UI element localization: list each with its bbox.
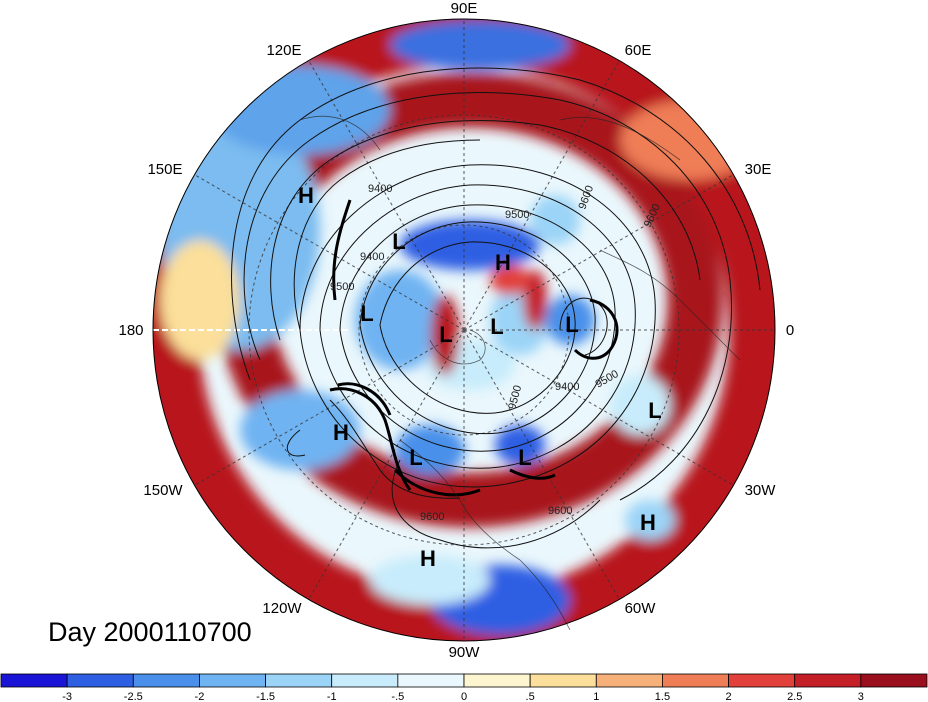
- low-pressure-marker: L: [439, 322, 452, 347]
- low-pressure-marker: L: [648, 398, 661, 423]
- contour-label: 9500: [505, 209, 529, 221]
- colorbar-box: [794, 673, 862, 688]
- colorbar-tick-label: -2: [195, 691, 205, 702]
- contour-label: 9600: [420, 511, 444, 523]
- colorbar-tick-label: 2: [726, 691, 732, 702]
- lon-label-150e: 150E: [147, 161, 182, 178]
- colorbar-box: [132, 673, 200, 688]
- colorbar-tick-label: -.5: [391, 691, 404, 702]
- colorbar-tick-label: 2.5: [787, 691, 802, 702]
- jet-contours-bold: [329, 199, 619, 497]
- contour-label: 9400: [360, 251, 384, 263]
- lon-label-120e: 120E: [266, 42, 301, 59]
- contour-label: 9500: [330, 281, 354, 293]
- low-pressure-marker: L: [392, 229, 405, 254]
- colorbar-box: [529, 673, 597, 688]
- lon-label-60w: 60W: [625, 600, 657, 617]
- date-label: Day 2000110700: [48, 617, 252, 647]
- graticule: [194, 19, 775, 641]
- low-pressure-marker: L: [360, 301, 373, 326]
- colorbar-tick-label: 0: [461, 691, 467, 702]
- longitude-labels: 90E 60E 30E 0 30W 60W 90W 120W 150W 180 …: [118, 0, 794, 661]
- contour-label: 9400: [555, 381, 579, 393]
- pressure-system-markers: H L H L L L L L H L L H H: [298, 183, 662, 571]
- contour-label: 9400: [368, 183, 392, 195]
- high-pressure-marker: H: [298, 183, 314, 208]
- colorbar-tick-label: 1.5: [655, 691, 670, 702]
- low-pressure-marker: L: [565, 312, 578, 337]
- colorbar-box: [199, 673, 266, 688]
- colorbar-tick-label: 3: [858, 691, 864, 702]
- colorbar-tick-label: -2.5: [124, 691, 143, 702]
- colorbar-tick-label: .5: [526, 691, 535, 702]
- high-pressure-marker: H: [495, 250, 511, 275]
- colorbar-boxes: [0, 673, 928, 688]
- lon-label-150w: 150W: [143, 482, 183, 499]
- low-pressure-marker: L: [409, 445, 422, 470]
- high-pressure-marker: H: [640, 510, 656, 535]
- colorbar-tick-label: -1.5: [256, 691, 275, 702]
- colorbar-tick-label: -1: [327, 691, 337, 702]
- colorbar-box: [331, 673, 399, 688]
- colorbar-box: [463, 673, 531, 688]
- colorbar-box: [595, 673, 663, 688]
- colorbar-box: [860, 673, 928, 688]
- map-border: [152, 18, 776, 642]
- lon-label-120w: 120W: [262, 600, 302, 617]
- lon-label-0: 0: [786, 322, 794, 339]
- coastlines: [299, 115, 741, 631]
- colorbar-box: [265, 673, 333, 688]
- lon-label-90e: 90E: [451, 0, 478, 17]
- lon-label-90w: 90W: [449, 644, 481, 661]
- colorbar-box: [397, 673, 465, 688]
- lon-label-30w: 30W: [745, 482, 777, 499]
- lon-label-60e: 60E: [625, 42, 652, 59]
- colorbar-box: [662, 673, 729, 688]
- low-pressure-marker: L: [518, 445, 531, 470]
- high-pressure-marker: H: [333, 420, 349, 445]
- colorbar-labels: -3 -2.5 -2 -1.5 -1 -.5 0 .5 1 1.5 2 2.5 3: [62, 691, 864, 702]
- lon-label-30e: 30E: [745, 161, 772, 178]
- colorbar-box: [728, 673, 796, 688]
- contour-label: 9600: [548, 505, 572, 517]
- colorbar: -3 -2.5 -2 -1.5 -1 -.5 0 .5 1 1.5 2 2.5 3: [0, 673, 928, 702]
- colorbar-box: [0, 673, 68, 688]
- colorbar-tick-label: 1: [593, 691, 599, 702]
- high-pressure-marker: H: [420, 546, 436, 571]
- low-pressure-marker: L: [490, 314, 503, 339]
- colorbar-tick-label: -3: [62, 691, 72, 702]
- lon-label-180: 180: [118, 322, 143, 339]
- height-contours: [231, 67, 761, 549]
- colorbar-box: [66, 673, 134, 688]
